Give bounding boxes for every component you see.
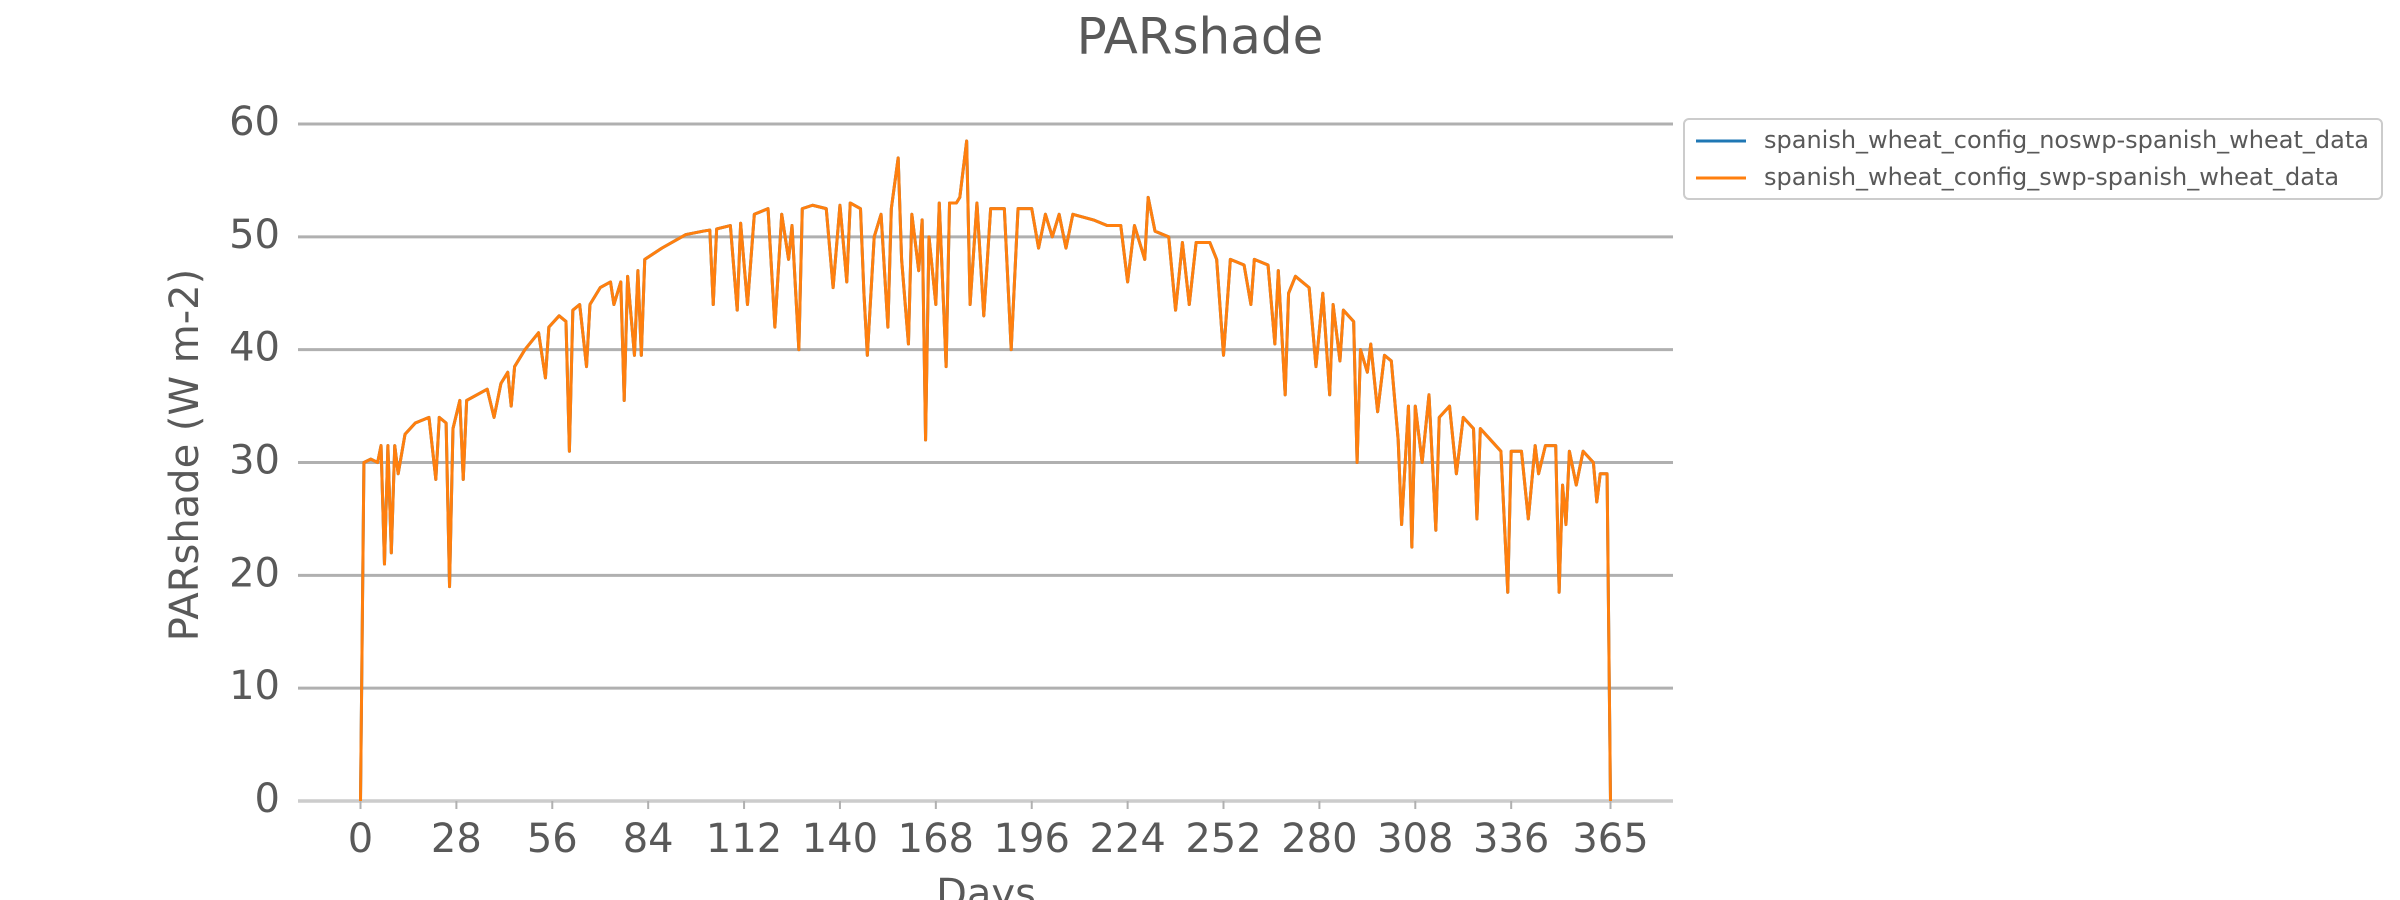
data-line [359,139,1612,802]
x-tick-label: 196 [994,816,1070,862]
x-tick-label: 56 [527,816,578,862]
x-tick-label: 280 [1281,816,1357,862]
x-tick-label: 336 [1473,816,1549,862]
chart-title: PARshade [1077,8,1324,66]
y-tick-label: 10 [229,663,280,709]
x-axis-label: Days [936,871,1036,900]
y-tick-label: 60 [229,99,280,145]
y-tick-label: 40 [229,325,280,371]
y-tick-label: 30 [229,438,280,484]
legend-label: spanish_wheat_config_noswp-spanish_wheat… [1764,126,2369,154]
x-tick-label: 112 [706,816,782,862]
y-tick-label: 20 [229,550,280,596]
y-axis-label: PARshade (W m-2) [162,269,208,641]
legend-label: spanish_wheat_config_swp-spanish_wheat_d… [1764,163,2339,191]
x-tick-label: 168 [898,816,974,862]
x-tick-label: 140 [802,816,878,862]
x-tick-label: 224 [1089,816,1165,862]
y-tick-label: 50 [229,212,280,258]
data-line [359,139,1612,802]
x-tick-label: 0 [348,816,373,862]
y-tick-label: 0 [255,776,280,822]
x-tick-label: 28 [431,816,482,862]
x-tick-label: 308 [1377,816,1453,862]
x-tick-label: 252 [1185,816,1261,862]
legend-box [1683,118,2383,200]
x-tick-label: 84 [623,816,674,862]
x-tick-label: 365 [1572,816,1648,862]
